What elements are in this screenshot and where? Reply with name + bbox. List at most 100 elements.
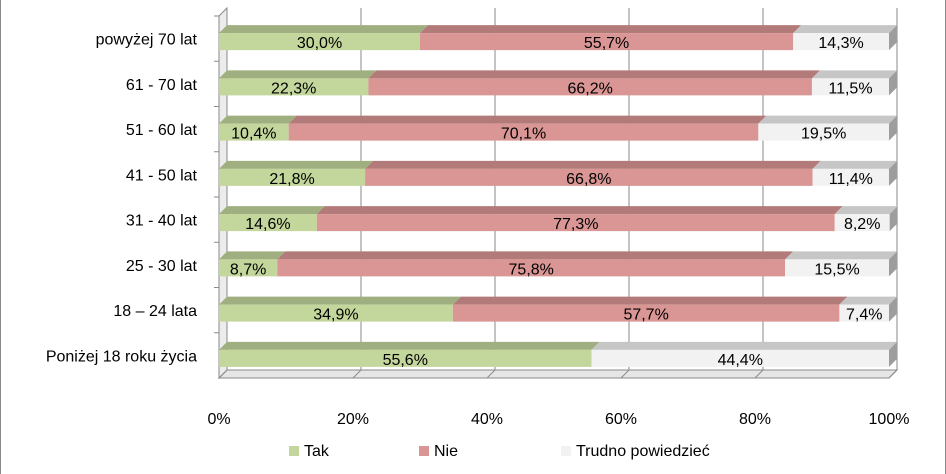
bar-top-face	[219, 206, 325, 215]
bar-data-label: 44,4%	[718, 352, 763, 369]
bar-data-label: 30,0%	[297, 35, 342, 52]
bar-segment[interactable]	[316, 214, 835, 232]
bar-top-face	[219, 70, 377, 79]
bar-segment[interactable]	[839, 304, 889, 322]
x-tick-label: 80%	[739, 411, 771, 428]
bar-side-face	[889, 160, 897, 186]
bar-segment[interactable]	[368, 78, 812, 96]
bar-segment[interactable]	[219, 349, 592, 367]
bar-segment[interactable]	[219, 168, 366, 186]
category-label: 41 - 50 lat	[126, 167, 198, 184]
bar-side-face	[889, 296, 897, 322]
bar-segment[interactable]	[793, 33, 889, 51]
bar-top-face	[811, 70, 897, 79]
gridline-floor	[754, 369, 764, 379]
bar-side-face	[889, 251, 897, 277]
x-tick-label: 60%	[605, 411, 637, 428]
bar-side-face	[889, 115, 897, 141]
bar-data-label: 34,9%	[313, 307, 358, 324]
bar-segment[interactable]	[288, 123, 759, 141]
bar-segment[interactable]	[219, 304, 453, 322]
bar-top-face	[219, 251, 286, 260]
bar-top-face	[758, 115, 897, 124]
bar-top-face	[316, 206, 843, 215]
bar-data-label: 55,7%	[584, 35, 629, 52]
bar-segment[interactable]	[591, 349, 889, 367]
bar-top-face	[219, 160, 374, 169]
bar-top-face	[365, 160, 821, 169]
bar-data-label: 75,8%	[509, 261, 554, 278]
category-label: Poniżej 18 roku życia	[46, 348, 197, 365]
category-label: 31 - 40 lat	[126, 213, 198, 230]
legend-swatch	[561, 446, 571, 456]
bar-data-label: 15,5%	[814, 261, 859, 278]
legend-swatch	[289, 446, 299, 456]
bar-top-face	[219, 115, 297, 124]
bar-data-label: 55,6%	[383, 352, 428, 369]
bar-top-face	[591, 341, 897, 350]
category-label: 25 - 30 lat	[126, 258, 198, 275]
category-label: 61 - 70 lat	[126, 77, 198, 94]
bar-segment[interactable]	[219, 123, 289, 141]
bar-segment[interactable]	[219, 78, 369, 96]
bar-data-label: 77,3%	[553, 216, 598, 233]
bar-top-face	[452, 296, 848, 305]
x-tick-label: 100%	[869, 411, 910, 428]
bar-data-label: 8,7%	[230, 261, 266, 278]
bar-top-face	[785, 251, 897, 260]
bar-top-face	[839, 296, 897, 305]
x-tick-label: 40%	[471, 411, 503, 428]
bar-data-label: 14,3%	[818, 35, 863, 52]
gridline-floor	[888, 369, 898, 379]
bar-top-face	[219, 25, 428, 34]
bar-segment[interactable]	[365, 168, 813, 186]
bar-segment[interactable]	[785, 259, 889, 277]
bar-top-face	[219, 296, 461, 305]
plot-floor	[217, 369, 899, 379]
bar-top-face	[834, 206, 898, 215]
legend-label: Trudno powiedzieć	[576, 443, 710, 460]
bar-top-face	[288, 115, 767, 124]
bar-data-label: 66,8%	[566, 171, 611, 188]
x-tick-label: 20%	[337, 411, 369, 428]
bar-side-face	[889, 25, 897, 51]
legend-swatch	[419, 446, 429, 456]
bar-top-face	[368, 70, 820, 79]
bar-segment[interactable]	[758, 123, 889, 141]
category-label: 18 – 24 lata	[113, 303, 197, 320]
bar-segment[interactable]	[834, 214, 890, 232]
bar-top-face	[219, 341, 600, 350]
bar-segment[interactable]	[277, 259, 786, 277]
bar-data-label: 19,5%	[801, 126, 846, 143]
bar-data-label: 57,7%	[623, 307, 668, 324]
bar-data-label: 7,4%	[846, 307, 882, 324]
bar-side-face	[889, 206, 898, 232]
bar-segment[interactable]	[452, 304, 840, 322]
gridline-floor	[620, 369, 630, 379]
category-label: 51 - 60 lat	[126, 122, 198, 139]
bar-data-label: 11,5%	[828, 80, 872, 97]
bar-segment[interactable]	[219, 33, 420, 51]
bar-data-label: 11,4%	[829, 171, 873, 188]
bar-top-face	[277, 251, 794, 260]
plot-side-wall	[218, 6, 228, 380]
x-tick-label: 0%	[207, 411, 230, 428]
bar-top-face	[793, 25, 897, 34]
gridline-floor	[486, 369, 496, 379]
bar-top-face	[812, 160, 897, 169]
bar-segment[interactable]	[811, 78, 889, 96]
bar-data-label: 70,1%	[501, 126, 546, 143]
bar-data-label: 66,2%	[567, 80, 612, 97]
gridline-floor	[218, 369, 228, 379]
bar-segment[interactable]	[420, 33, 794, 51]
bar-side-face	[889, 70, 897, 96]
bar-side-face	[889, 341, 897, 367]
bar-data-label: 21,8%	[269, 171, 314, 188]
bar-segment[interactable]	[812, 168, 889, 186]
legend-label: Tak	[304, 443, 330, 460]
bar-segment[interactable]	[219, 214, 317, 232]
bar-data-label: 8,2%	[844, 216, 880, 233]
bar-segment[interactable]	[219, 259, 278, 277]
